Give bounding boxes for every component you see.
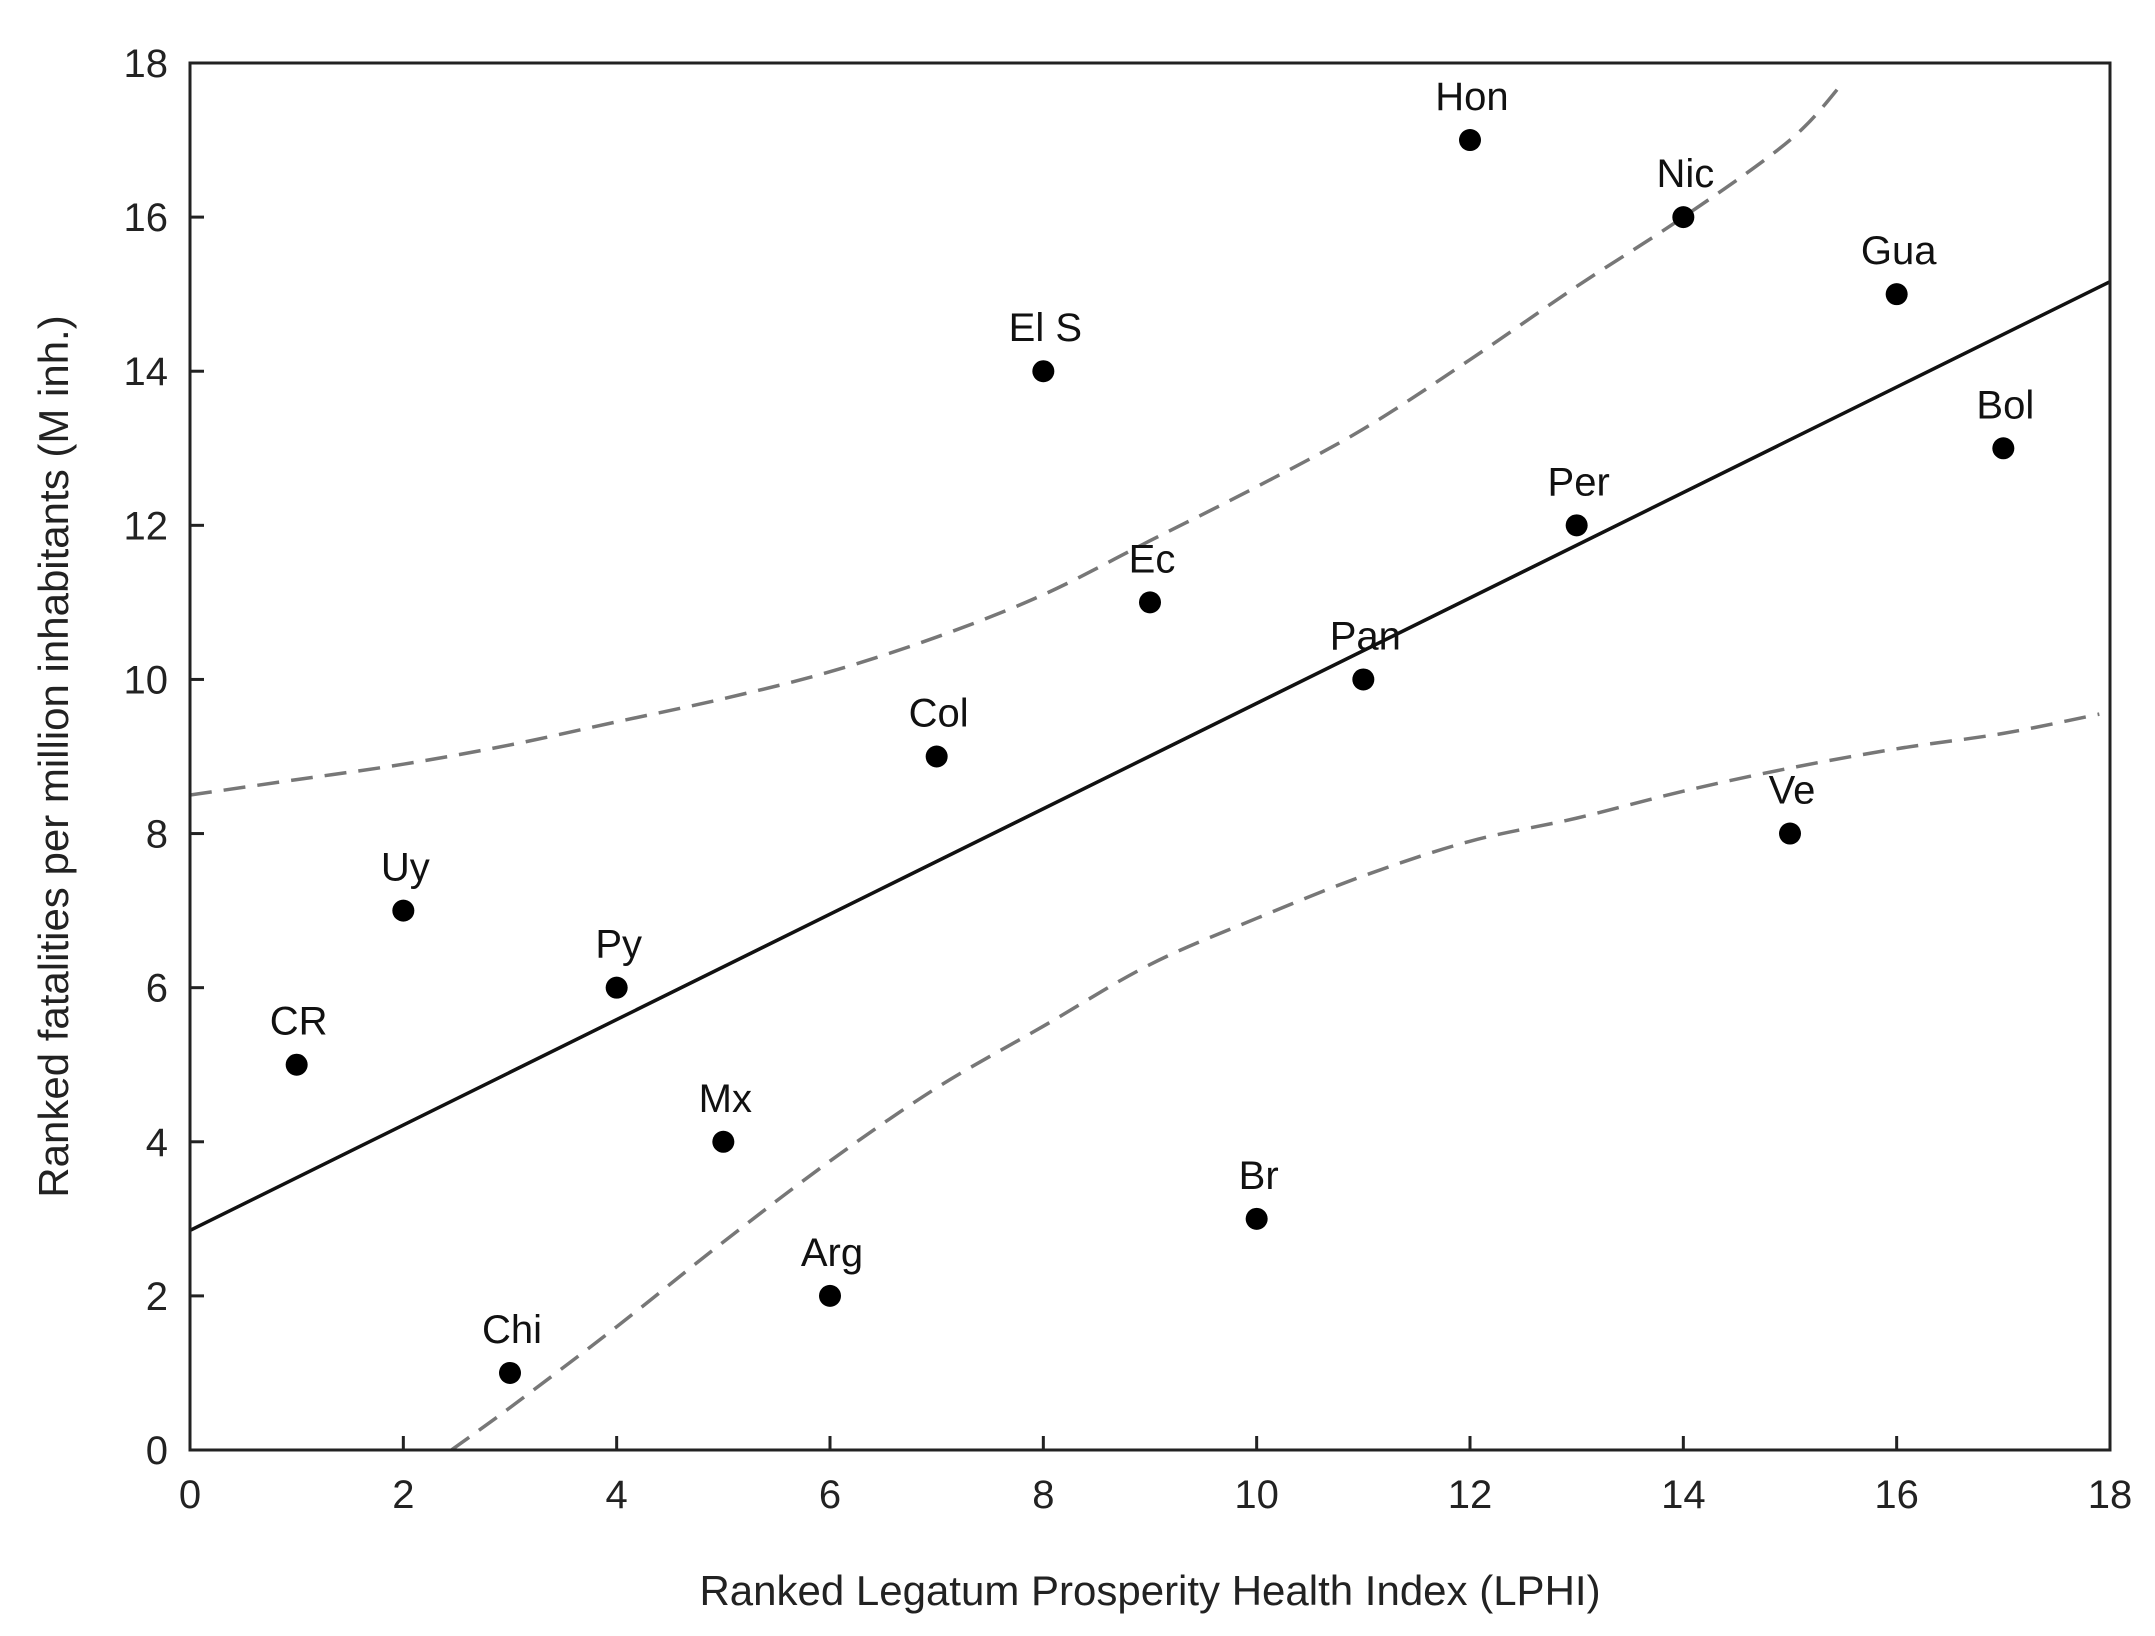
data-point — [1352, 668, 1375, 691]
regression-line — [189, 280, 2111, 1232]
x-tick-label: 6 — [819, 1473, 841, 1517]
data-point — [1885, 283, 1908, 306]
data-point — [1672, 206, 1695, 229]
data-point-label: Uy — [381, 846, 430, 890]
y-tick-label: 2 — [146, 1275, 168, 1319]
data-point — [1565, 514, 1588, 537]
data-point — [1139, 591, 1161, 614]
data-point-label: Ve — [1769, 769, 1816, 813]
data-point-label: Per — [1548, 460, 1610, 504]
data-point-label: Arg — [801, 1231, 863, 1275]
y-tick-label: 4 — [146, 1121, 168, 1165]
x-tick-label: 12 — [1448, 1473, 1493, 1517]
data-point-label: Chi — [482, 1308, 542, 1352]
data-point-label: Ec — [1129, 537, 1176, 581]
x-tick-label: 2 — [392, 1473, 414, 1517]
y-axis-ticks: 0 2 4 6 8 10 12 14 16 18 — [124, 42, 204, 1473]
data-point — [392, 899, 415, 922]
y-tick-label: 14 — [124, 350, 169, 394]
x-tick-label: 14 — [1661, 1473, 1706, 1517]
x-axis-ticks: 0 2 4 6 8 10 12 14 16 18 — [179, 1436, 2132, 1517]
data-point — [285, 1053, 308, 1076]
confidence-upper-curve — [190, 81, 1845, 797]
data-point — [1779, 822, 1801, 845]
data-point-label: Pan — [1330, 614, 1401, 658]
plot-frame — [188, 61, 2112, 1452]
y-axis-title: Ranked fatalities per million inhabitant… — [30, 315, 77, 1197]
x-tick-label: 10 — [1234, 1473, 1279, 1517]
data-point-label: Hon — [1435, 75, 1508, 119]
data-point — [819, 1284, 841, 1307]
data-point-label: El S — [1009, 306, 1082, 350]
data-point-label: Mx — [699, 1077, 752, 1121]
y-tick-label: 16 — [124, 196, 169, 240]
data-points — [285, 129, 2015, 1384]
y-tick-label: 0 — [146, 1429, 168, 1473]
data-point-label: CR — [270, 1000, 328, 1044]
y-tick-label: 18 — [124, 42, 169, 86]
data-point-label: Br — [1239, 1154, 1279, 1198]
data-point — [712, 1130, 735, 1153]
regression-group — [189, 280, 2111, 1232]
data-point-label: Nic — [1656, 152, 1714, 196]
data-point-label: Col — [909, 692, 969, 736]
data-point-label: Bol — [1976, 383, 2034, 427]
data-point — [1245, 1207, 1268, 1230]
data-point — [605, 976, 628, 999]
data-point — [925, 745, 948, 768]
data-point-labels: CR Uy Chi Py Mx Arg Col El S Ec Br Pan Hon Per Nic Ve G… — [270, 75, 2034, 1352]
data-point-label: Py — [595, 923, 642, 967]
x-tick-label: 16 — [1874, 1473, 1919, 1517]
data-point — [499, 1361, 521, 1384]
data-point-label: Gua — [1861, 229, 1937, 273]
x-tick-label: 0 — [179, 1473, 201, 1517]
x-tick-label: 4 — [606, 1473, 628, 1517]
y-tick-label: 8 — [146, 813, 168, 857]
x-axis-title: Ranked Legatum Prosperity Health Index (… — [699, 1567, 1600, 1614]
confidence-band — [190, 81, 2100, 1450]
data-point — [1032, 360, 1055, 383]
y-tick-label: 10 — [124, 658, 169, 702]
y-tick-label: 6 — [146, 967, 168, 1011]
x-tick-label: 18 — [2088, 1473, 2133, 1517]
confidence-lower-curve — [450, 712, 2100, 1450]
y-tick-label: 12 — [124, 504, 169, 548]
data-point — [1992, 437, 2015, 460]
x-tick-label: 8 — [1032, 1473, 1054, 1517]
data-point — [1459, 129, 1481, 152]
